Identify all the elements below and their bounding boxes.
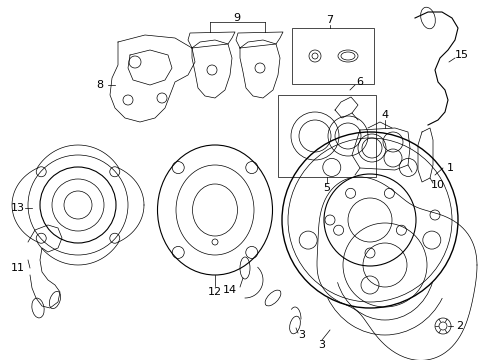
Text: 7: 7 bbox=[326, 15, 333, 25]
Bar bbox=[278, 95, 375, 177]
Text: 5: 5 bbox=[323, 183, 330, 193]
Text: 6: 6 bbox=[356, 77, 363, 87]
Text: 9: 9 bbox=[233, 13, 240, 23]
Text: 3: 3 bbox=[298, 330, 305, 340]
Text: 4: 4 bbox=[381, 110, 388, 120]
Text: 1: 1 bbox=[446, 163, 452, 173]
Text: 8: 8 bbox=[96, 80, 103, 90]
Text: 10: 10 bbox=[430, 180, 444, 190]
Text: 12: 12 bbox=[207, 287, 222, 297]
Text: 15: 15 bbox=[454, 50, 468, 60]
Text: 3: 3 bbox=[318, 340, 325, 350]
Text: 14: 14 bbox=[223, 285, 237, 295]
Bar bbox=[291, 28, 373, 84]
Text: 11: 11 bbox=[11, 263, 25, 273]
Text: 13: 13 bbox=[11, 203, 25, 213]
Text: 2: 2 bbox=[455, 321, 463, 331]
